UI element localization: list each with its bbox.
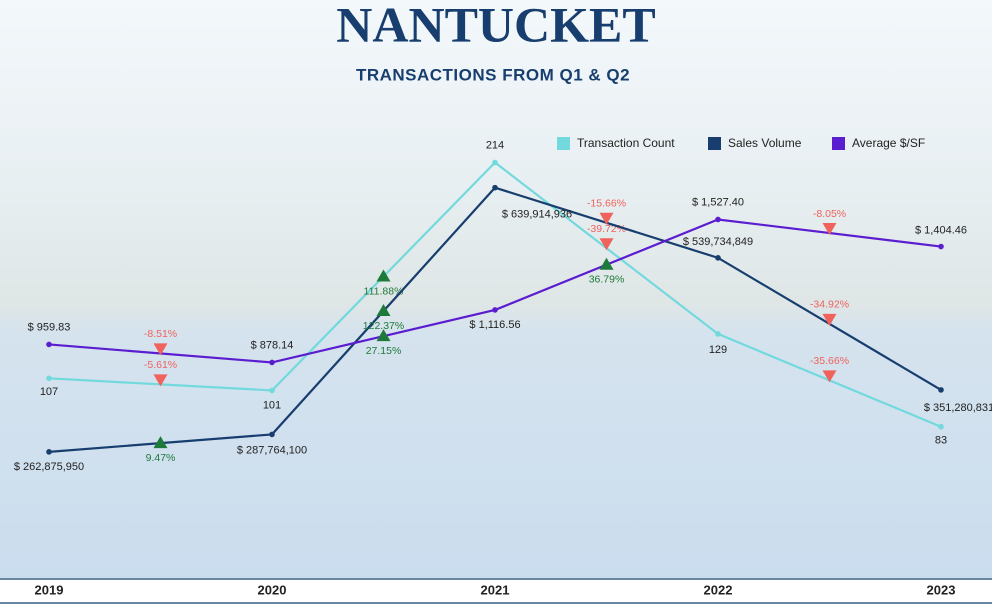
legend-swatch: [832, 137, 845, 150]
chart-subtitle: TRANSACTIONS FROM Q1 & Q2: [356, 65, 630, 84]
data-point: [938, 387, 944, 393]
change-label: 122.37%: [363, 320, 404, 332]
x-tick-label: 2022: [704, 582, 733, 597]
change-label: 9.47%: [146, 452, 176, 464]
data-label: $ 639,914,936: [502, 209, 572, 221]
change-label: -5.61%: [144, 359, 177, 371]
data-label: $ 351,280,831: [924, 402, 992, 414]
increase-marker: [376, 304, 391, 317]
data-point: [938, 243, 944, 250]
increase-marker: [376, 269, 391, 282]
data-label: $ 262,875,950: [14, 461, 84, 473]
change-label: -34.92%: [810, 299, 849, 311]
data-label: 214: [486, 139, 504, 151]
decrease-marker: [822, 370, 837, 383]
data-point: [715, 216, 721, 223]
decrease-marker: [153, 343, 168, 356]
x-tick-label: 2021: [481, 582, 510, 597]
data-label: 107: [40, 386, 58, 398]
data-label: 83: [935, 435, 947, 447]
data-label: 101: [263, 399, 281, 411]
decrease-marker: [822, 313, 837, 326]
data-point: [46, 341, 52, 348]
data-label: $ 878.14: [251, 339, 294, 351]
decrease-marker: [599, 212, 614, 225]
data-label: $ 959.83: [28, 321, 71, 333]
decrease-marker: [153, 374, 168, 387]
change-label: -35.66%: [810, 355, 849, 367]
increase-marker: [376, 329, 391, 342]
data-point: [269, 387, 275, 394]
data-point: [269, 359, 275, 366]
decrease-marker: [599, 238, 614, 251]
change-label: 27.15%: [366, 345, 402, 357]
legend-swatch: [708, 137, 721, 150]
increase-marker: [599, 257, 614, 270]
chart-title: NANTUCKET: [336, 0, 655, 52]
legend-label: Average $/SF: [852, 136, 925, 150]
data-point: [492, 159, 498, 166]
data-label: $ 1,116.56: [469, 319, 520, 331]
data-point: [46, 375, 52, 382]
data-point: [938, 423, 944, 430]
data-label: $ 1,404.46: [915, 224, 967, 236]
decrease-marker: [822, 223, 837, 236]
x-tick-label: 2023: [927, 582, 956, 597]
change-label: -15.66%: [587, 198, 626, 210]
data-label: $ 287,764,100: [237, 444, 307, 456]
axis-band: [0, 578, 992, 606]
change-label: 36.79%: [589, 273, 625, 285]
increase-marker: [153, 436, 168, 449]
change-label: -8.05%: [813, 208, 846, 220]
legend-swatch: [557, 137, 570, 150]
data-point: [492, 307, 498, 313]
x-tick-label: 2019: [35, 582, 64, 597]
data-label: $ 1,527.40: [692, 196, 744, 208]
change-label: -39.72%: [587, 223, 626, 235]
legend-label: Sales Volume: [728, 136, 802, 150]
change-label: 111.88%: [364, 285, 404, 297]
data-point: [492, 184, 498, 191]
data-label: 129: [709, 344, 727, 356]
x-tick-label: 2020: [258, 582, 287, 597]
change-label: -8.51%: [144, 328, 177, 340]
data-point: [46, 449, 52, 455]
data-label: $ 539,734,849: [683, 236, 753, 248]
data-point: [269, 431, 275, 438]
data-point: [715, 331, 721, 337]
data-point: [715, 255, 721, 261]
legend-label: Transaction Count: [577, 136, 675, 150]
